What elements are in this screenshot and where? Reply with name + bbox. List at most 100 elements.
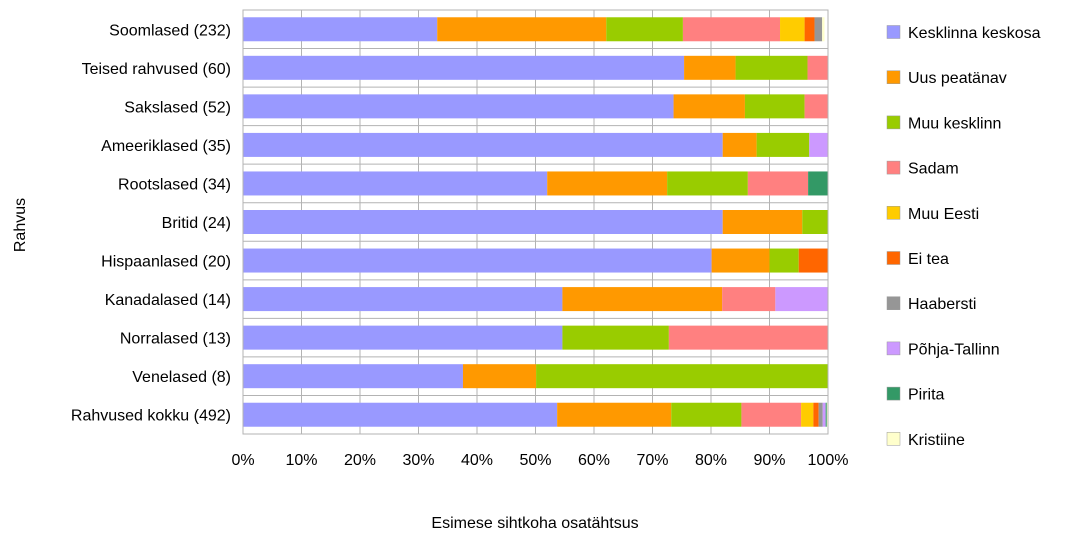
bar-3-7 xyxy=(809,132,828,157)
bar-6-2 xyxy=(769,248,799,273)
bar-10-7 xyxy=(822,402,826,427)
legend-swatch xyxy=(886,25,901,39)
bars xyxy=(243,17,828,427)
legend-swatch xyxy=(886,115,901,130)
bar-10-9 xyxy=(826,402,828,427)
bar-5-0 xyxy=(243,210,723,234)
bar-10-4 xyxy=(801,402,814,427)
legend-label: Uus peatänav xyxy=(908,70,1007,87)
bar-10-8 xyxy=(825,402,827,427)
bar-3-2 xyxy=(756,132,810,157)
bar-8-3 xyxy=(668,325,828,350)
bar-4-2 xyxy=(667,171,748,196)
x-tick-label: 20% xyxy=(344,452,376,469)
bar-0-5 xyxy=(804,17,815,42)
bar-9-1 xyxy=(462,364,537,389)
legend-label: Ei tea xyxy=(908,251,949,268)
bar-10-3 xyxy=(741,402,802,427)
bar-0-1 xyxy=(437,17,607,42)
bar-9-2 xyxy=(536,364,828,389)
bar-6-5 xyxy=(798,248,828,273)
bar-10-0 xyxy=(243,402,558,427)
bar-0-3 xyxy=(682,17,781,42)
legend-swatch xyxy=(886,341,901,356)
x-axis-title: Esimese sihtkoha osatähtsus xyxy=(431,515,638,532)
bar-7-3 xyxy=(722,287,776,312)
category-label: Soomlased (232) xyxy=(109,22,231,39)
bar-1-2 xyxy=(735,55,808,80)
legend-swatch xyxy=(886,386,901,401)
bar-4-0 xyxy=(243,171,548,196)
bar-9-0 xyxy=(243,364,463,389)
legend-label: Haabersti xyxy=(908,296,976,313)
legend-label: Pirita xyxy=(908,387,945,404)
bar-4-1 xyxy=(547,171,668,196)
x-tick-label: 90% xyxy=(753,452,785,469)
x-tick-label: 0% xyxy=(231,452,254,469)
x-tick-labels: 0% 10% 20% 30% 40% 50% 60% 70% 80% 90% 100% xyxy=(231,452,848,469)
x-tick-label: 50% xyxy=(519,452,551,469)
bar-2-0 xyxy=(243,94,674,119)
bar-8-0 xyxy=(243,325,563,350)
bar-10-6 xyxy=(818,402,823,427)
legend-label: Kristiine xyxy=(908,432,965,449)
legend-swatch xyxy=(886,70,901,84)
bar-3-0 xyxy=(243,132,723,157)
legend-swatch xyxy=(886,296,901,310)
bar-6-0 xyxy=(243,248,712,273)
bar-5-2 xyxy=(802,210,828,234)
bar-2-3 xyxy=(804,94,828,119)
bar-6-1 xyxy=(711,248,770,273)
x-tick-label: 40% xyxy=(461,452,493,469)
category-label: Ameeriklased (35) xyxy=(101,138,231,155)
category-label: Britid (24) xyxy=(162,215,231,232)
category-label: Teised rahvused (60) xyxy=(82,61,231,78)
legend-swatch xyxy=(886,251,901,265)
category-label: Norralased (13) xyxy=(120,331,231,348)
bar-2-2 xyxy=(744,94,805,119)
y-axis-title: Rahvus xyxy=(12,198,29,252)
legend-swatch xyxy=(886,206,901,220)
x-tick-label: 70% xyxy=(636,452,668,469)
bar-3-1 xyxy=(722,132,757,157)
bar-1-3 xyxy=(807,55,828,80)
bar-4-8 xyxy=(808,171,828,196)
plot-border xyxy=(242,9,829,435)
legend-swatch xyxy=(886,432,901,446)
legend-label: Sadam xyxy=(908,161,959,178)
category-label: Rootslased (34) xyxy=(118,176,231,193)
category-label: Sakslased (52) xyxy=(124,99,231,116)
bar-1-0 xyxy=(243,55,685,80)
x-tick-label: 10% xyxy=(285,452,317,469)
bar-10-1 xyxy=(557,402,672,427)
bar-7-0 xyxy=(243,287,563,312)
bar-2-1 xyxy=(673,94,745,119)
x-tick-label: 60% xyxy=(578,452,610,469)
legend-label: Muu Eesti xyxy=(908,206,979,223)
legend-swatch xyxy=(886,160,901,175)
category-label: Venelased (8) xyxy=(132,369,231,386)
legend-label: Muu kesklinn xyxy=(908,115,1001,132)
bar-0-2 xyxy=(606,17,683,42)
x-tick-label: 80% xyxy=(695,452,727,469)
category-label: Rahvused kokku (492) xyxy=(71,408,231,425)
x-tick-label: 100% xyxy=(808,452,849,469)
category-label: Hispaanlased (20) xyxy=(101,254,231,271)
category-labels: Soomlased (232) Teised rahvused (60) Saksl… xyxy=(71,22,231,424)
legend: Kesklinna keskosa Uus peatänav Muu kesklin… xyxy=(886,25,1041,449)
bar-8-2 xyxy=(562,325,669,350)
bar-0-9 xyxy=(822,17,825,42)
bar-7-7 xyxy=(775,287,828,312)
bar-10-5 xyxy=(813,402,819,427)
bar-4-3 xyxy=(747,171,809,196)
category-label: Kanadalased (14) xyxy=(105,292,231,309)
x-tick-label: 30% xyxy=(402,452,434,469)
bar-1-1 xyxy=(684,55,736,80)
bar-0-4 xyxy=(780,17,805,42)
plot-frame xyxy=(242,9,829,435)
bar-7-1 xyxy=(562,287,723,312)
bar-5-1 xyxy=(722,210,803,234)
legend-label: Kesklinna keskosa xyxy=(908,25,1041,42)
bar-10-2 xyxy=(671,402,742,427)
